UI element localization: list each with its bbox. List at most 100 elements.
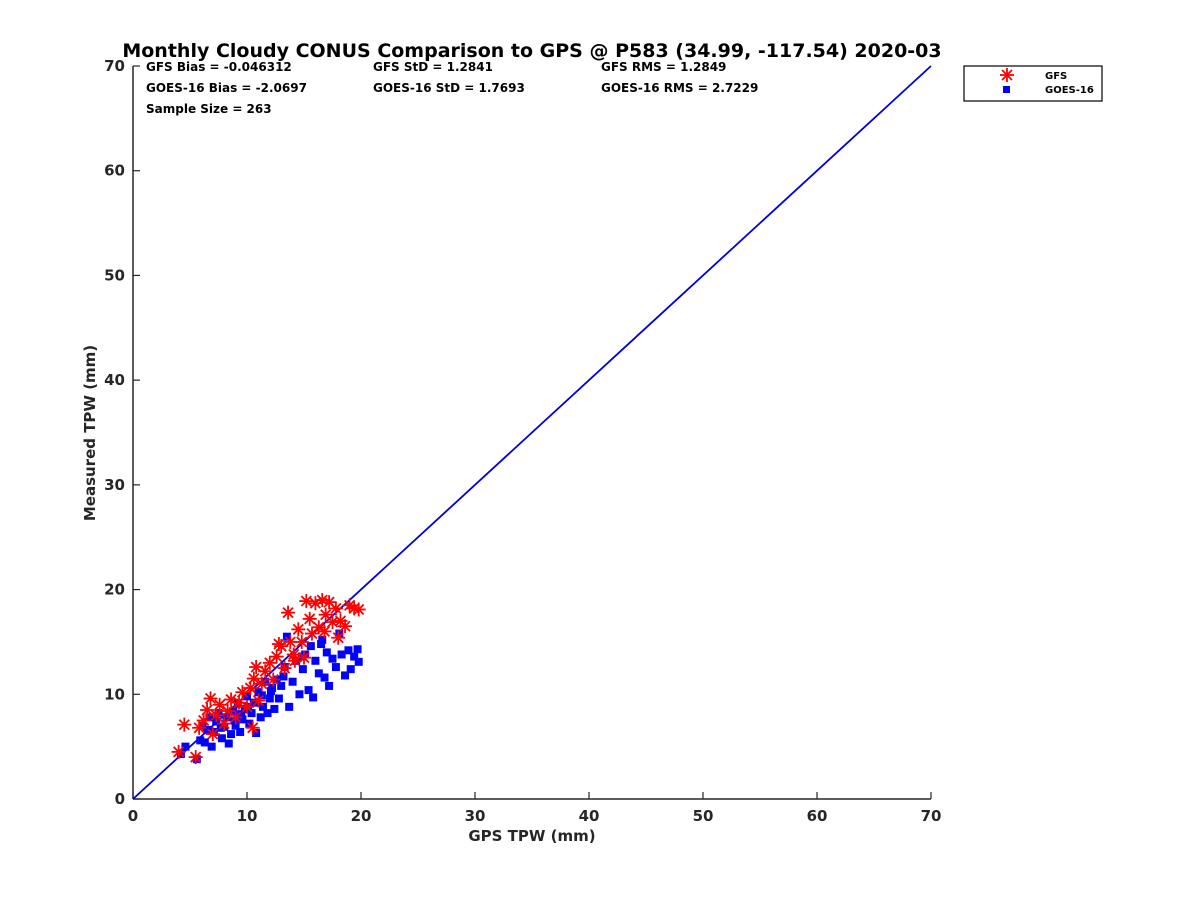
goes-16-point xyxy=(320,673,329,682)
asterisk-stroke xyxy=(316,594,328,606)
x-tick-label: 10 xyxy=(237,807,258,825)
goes-16-point xyxy=(314,669,323,678)
plot-area: 0 10 20 30 40 50 60 70 0 10 20 30 40 50 60 70 xyxy=(104,57,941,825)
goes-16-point xyxy=(285,702,294,711)
asterisk-stroke xyxy=(273,638,285,650)
goes-16-point xyxy=(230,716,239,725)
goes-16-point xyxy=(331,663,340,672)
asterisk-stroke xyxy=(313,621,325,633)
goes-16-point xyxy=(237,710,246,719)
goes-16-point xyxy=(309,693,318,702)
goes-16-point xyxy=(265,694,274,703)
gfs-point xyxy=(287,653,302,668)
asterisk-stroke xyxy=(230,711,242,723)
gfs-point xyxy=(328,601,343,616)
asterisk-stroke xyxy=(190,751,202,763)
stat-goes-bias: GOES-16 Bias = -2.0697 xyxy=(146,81,307,95)
legend-label-gfs: GFS xyxy=(1045,71,1067,82)
asterisk-stroke xyxy=(300,595,312,607)
asterisk-stroke xyxy=(210,709,222,721)
asterisk-stroke xyxy=(204,692,217,705)
asterisk-stroke xyxy=(241,701,253,713)
goes-16-point xyxy=(236,727,245,736)
x-tick-label: 60 xyxy=(807,807,828,825)
stat-gfs-std: GFS StD = 1.2841 xyxy=(373,60,493,74)
y-ticks: 0 10 20 30 40 50 60 70 xyxy=(104,57,140,808)
goes-16-point xyxy=(288,677,297,686)
x-tick-label: 30 xyxy=(465,807,486,825)
goes-16-point xyxy=(304,686,313,695)
goes-16-point xyxy=(258,702,267,711)
goes-16-point xyxy=(325,681,334,690)
gfs-point xyxy=(299,594,314,609)
gfs-point xyxy=(294,634,309,649)
gfs-point xyxy=(262,655,277,670)
goes-16-point xyxy=(298,665,307,674)
x-tick-label: 40 xyxy=(579,807,600,825)
goes-16-point xyxy=(295,690,304,699)
stat-gfs-rms: GFS RMS = 1.2849 xyxy=(601,60,726,74)
asterisk-stroke xyxy=(201,704,213,716)
gfs-point xyxy=(331,630,346,645)
gfs-point xyxy=(254,676,269,691)
gfs-point xyxy=(246,671,261,686)
goes-16-point xyxy=(282,632,291,641)
goes-16-point xyxy=(222,713,231,722)
asterisk-stroke xyxy=(193,722,205,734)
asterisk-stroke xyxy=(271,651,283,663)
goes-16-point xyxy=(261,677,270,686)
y-tick-label: 30 xyxy=(104,476,125,494)
asterisk-stroke xyxy=(353,603,365,616)
x-tick-label: 20 xyxy=(351,807,372,825)
gfs-point xyxy=(171,744,186,759)
goes-16-point xyxy=(350,652,359,661)
asterisk-stroke xyxy=(292,623,304,635)
legend-gfs-asterisk xyxy=(1000,68,1014,82)
goes-16-point xyxy=(256,713,265,722)
goes-16-point xyxy=(205,713,214,722)
asterisk-stroke xyxy=(304,613,316,625)
asterisk-stroke xyxy=(279,662,291,674)
asterisk-stroke xyxy=(344,599,356,611)
goes-16-point xyxy=(318,635,327,644)
y-axis-label: Measured TPW (mm) xyxy=(81,345,99,521)
gfs-point xyxy=(196,713,211,728)
asterisk-stroke xyxy=(267,674,279,686)
x-tick-label: 0 xyxy=(128,807,138,825)
gfs-point xyxy=(212,697,227,712)
gfs-point xyxy=(351,602,366,617)
x-tick-label: 50 xyxy=(693,807,714,825)
gfs-point xyxy=(302,611,317,626)
gfs-point xyxy=(232,695,247,710)
legend-label-goes-16: GOES-16 xyxy=(1045,85,1094,96)
gfs-point xyxy=(317,624,332,639)
asterisk-stroke xyxy=(284,636,296,648)
y-tick-label: 10 xyxy=(104,685,125,703)
gfs-point xyxy=(281,605,296,620)
asterisk-stroke xyxy=(320,609,332,621)
gfs-point xyxy=(251,693,266,708)
asterisk-stroke xyxy=(296,636,308,648)
goes-16-point xyxy=(203,725,212,734)
goes-16-point xyxy=(328,654,337,663)
goes-16-point xyxy=(200,738,209,747)
legend: GFS GOES-16 xyxy=(963,65,1103,102)
goes-16-point xyxy=(198,721,207,730)
gfs-point xyxy=(338,619,353,634)
asterisk-stroke xyxy=(250,661,262,673)
y-tick-label: 0 xyxy=(115,790,125,808)
x-ticks: 0 10 20 30 40 50 60 70 xyxy=(128,792,941,825)
asterisk-stroke xyxy=(214,699,226,711)
asterisk-stroke xyxy=(289,655,301,667)
asterisk-stroke xyxy=(332,632,344,644)
goes-16-point xyxy=(247,709,256,718)
gfs-point xyxy=(188,750,203,765)
asterisk-stroke xyxy=(207,728,219,740)
goes-16-point xyxy=(346,665,355,674)
y-tick-label: 20 xyxy=(104,581,125,599)
stat-goes-std: GOES-16 StD = 1.7693 xyxy=(373,81,525,95)
asterisk-stroke xyxy=(222,705,234,717)
goes-16-point xyxy=(279,672,288,681)
asterisk-stroke xyxy=(326,616,339,628)
